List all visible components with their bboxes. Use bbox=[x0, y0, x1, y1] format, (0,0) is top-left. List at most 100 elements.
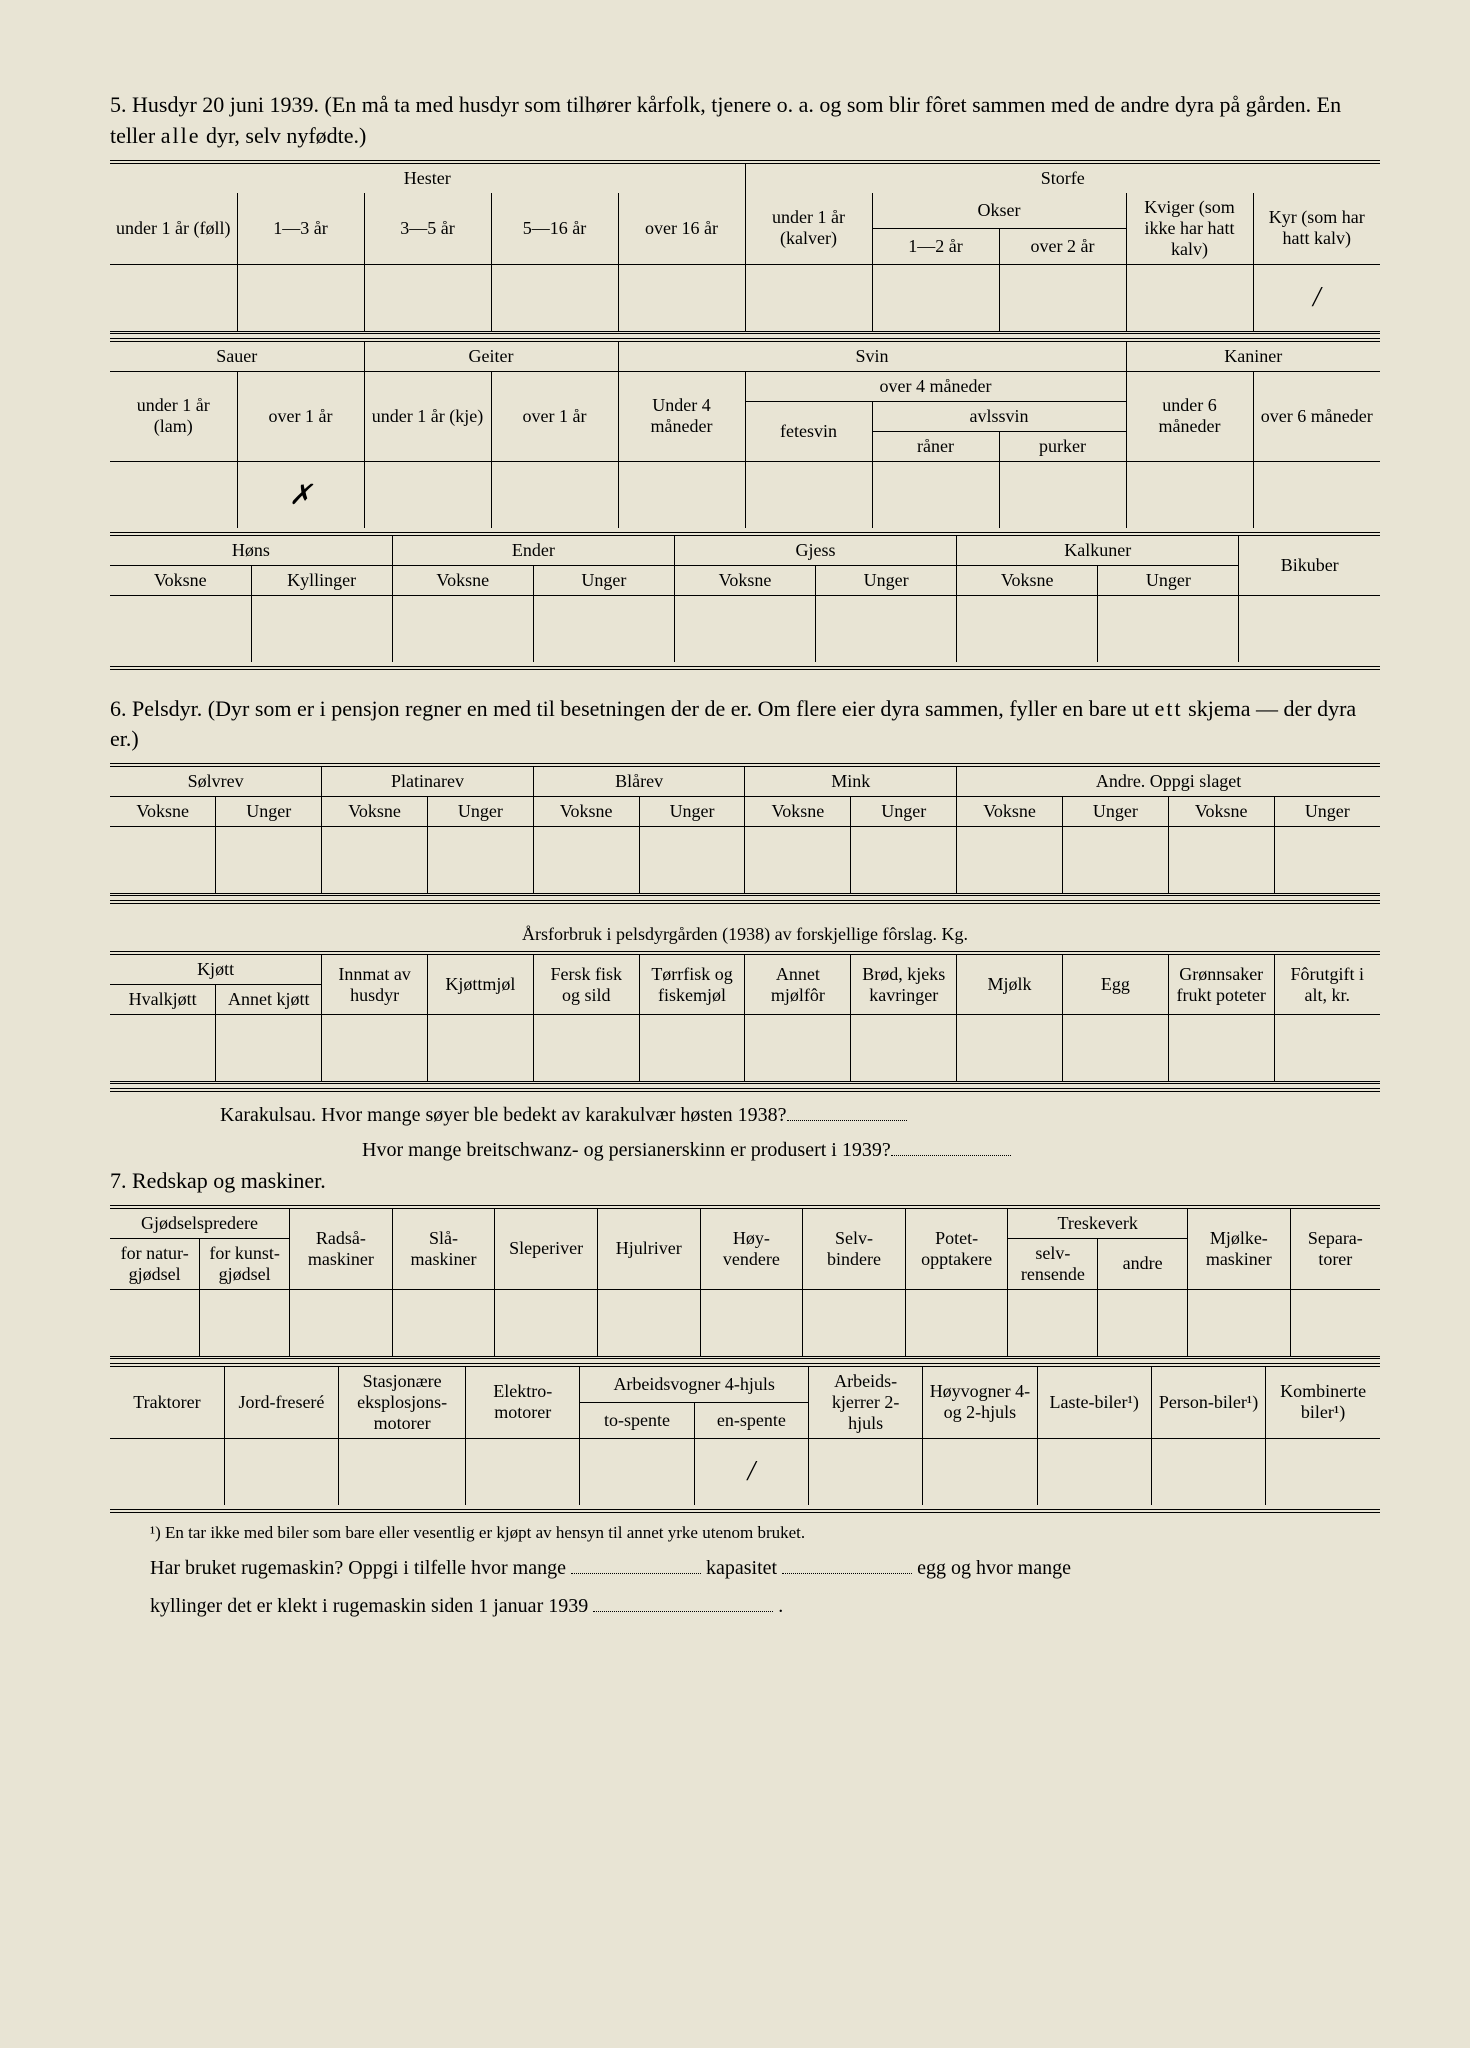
cell[interactable] bbox=[533, 595, 674, 662]
cell[interactable] bbox=[533, 1015, 639, 1083]
cell[interactable] bbox=[745, 461, 872, 528]
blank[interactable] bbox=[891, 1135, 1011, 1156]
cell[interactable] bbox=[251, 595, 392, 662]
cell[interactable] bbox=[957, 1015, 1063, 1083]
cell[interactable] bbox=[110, 595, 251, 662]
cell[interactable] bbox=[1126, 461, 1253, 528]
col-tospente: to-spente bbox=[580, 1402, 694, 1438]
cell[interactable] bbox=[1062, 827, 1168, 895]
cell[interactable] bbox=[110, 1289, 200, 1357]
blank[interactable] bbox=[787, 1100, 907, 1121]
cell[interactable] bbox=[392, 1289, 495, 1357]
cell[interactable] bbox=[745, 827, 851, 895]
cell[interactable] bbox=[466, 1438, 580, 1505]
cell-mark[interactable]: ✗ bbox=[237, 461, 364, 528]
cell[interactable] bbox=[110, 827, 216, 895]
cell[interactable] bbox=[364, 264, 491, 332]
section-6-spaced: ett bbox=[1155, 696, 1183, 721]
cell[interactable] bbox=[216, 1015, 322, 1083]
col-separa: Separa-torer bbox=[1290, 1207, 1380, 1290]
cell[interactable] bbox=[872, 264, 999, 332]
cell[interactable] bbox=[216, 827, 322, 895]
blank[interactable] bbox=[593, 1591, 773, 1612]
col-selv: Selv-bindere bbox=[803, 1207, 906, 1290]
cell[interactable] bbox=[224, 1438, 338, 1505]
cell[interactable] bbox=[618, 461, 745, 528]
cell[interactable] bbox=[200, 1289, 290, 1357]
cell[interactable] bbox=[1062, 1015, 1168, 1083]
cell[interactable] bbox=[923, 1438, 1037, 1505]
cell[interactable] bbox=[1290, 1289, 1380, 1357]
cell[interactable] bbox=[1274, 827, 1380, 895]
cell[interactable] bbox=[491, 264, 618, 332]
divider bbox=[110, 1088, 1380, 1092]
blank[interactable] bbox=[782, 1553, 912, 1574]
cell[interactable] bbox=[1151, 1438, 1265, 1505]
cell[interactable] bbox=[580, 1438, 694, 1505]
cell[interactable] bbox=[495, 1289, 598, 1357]
cell[interactable] bbox=[237, 264, 364, 332]
cell[interactable] bbox=[1168, 827, 1274, 895]
cell[interactable] bbox=[110, 461, 237, 528]
cell[interactable] bbox=[639, 827, 745, 895]
cell[interactable] bbox=[597, 1289, 700, 1357]
blank[interactable] bbox=[571, 1553, 701, 1574]
cell[interactable] bbox=[816, 595, 957, 662]
cell[interactable] bbox=[392, 595, 533, 662]
cell[interactable] bbox=[110, 1015, 216, 1083]
cell[interactable] bbox=[110, 1438, 224, 1505]
cell[interactable] bbox=[639, 1015, 745, 1083]
col-over1-sau: over 1 år bbox=[237, 371, 364, 461]
q2-b: . bbox=[778, 1595, 783, 1617]
cell[interactable] bbox=[1098, 1289, 1188, 1357]
cell[interactable] bbox=[1168, 1015, 1274, 1083]
cell[interactable] bbox=[957, 595, 1098, 662]
col-voksne: Voksne bbox=[957, 565, 1098, 595]
cell[interactable] bbox=[1253, 461, 1380, 528]
cell[interactable] bbox=[1098, 595, 1239, 662]
rugemaskin-q2: kyllinger det er klekt i rugemaskin side… bbox=[150, 1590, 1380, 1622]
col-voksne: Voksne bbox=[533, 797, 639, 827]
cell[interactable] bbox=[339, 1438, 466, 1505]
cell[interactable] bbox=[427, 1015, 533, 1083]
cell[interactable] bbox=[322, 1015, 428, 1083]
cell[interactable] bbox=[999, 264, 1126, 332]
cell[interactable] bbox=[427, 827, 533, 895]
cell[interactable] bbox=[110, 264, 237, 332]
cell[interactable] bbox=[745, 1015, 851, 1083]
q1-c: egg og hvor mange bbox=[917, 1557, 1071, 1579]
cell[interactable] bbox=[674, 595, 815, 662]
cell[interactable] bbox=[851, 827, 957, 895]
cell-mark[interactable]: / bbox=[694, 1438, 808, 1505]
q2-a: kyllinger det er klekt i rugemaskin side… bbox=[150, 1595, 588, 1617]
cell[interactable] bbox=[1188, 1289, 1291, 1357]
col-hoyv: Høyvogner 4- og 2-hjuls bbox=[923, 1367, 1037, 1439]
cell[interactable] bbox=[700, 1289, 803, 1357]
cell[interactable] bbox=[322, 827, 428, 895]
col-voksne: Voksne bbox=[674, 565, 815, 595]
cell[interactable] bbox=[533, 827, 639, 895]
cell[interactable] bbox=[1239, 595, 1380, 662]
cell[interactable] bbox=[808, 1438, 922, 1505]
col-unger: Unger bbox=[427, 797, 533, 827]
cell[interactable] bbox=[999, 461, 1126, 528]
cell[interactable] bbox=[1037, 1438, 1151, 1505]
cell[interactable] bbox=[364, 461, 491, 528]
cell[interactable] bbox=[803, 1289, 906, 1357]
cell-kyr-mark[interactable]: / bbox=[1253, 264, 1380, 332]
cell[interactable] bbox=[905, 1289, 1008, 1357]
section-5-spaced: alle bbox=[161, 123, 201, 148]
cell[interactable] bbox=[957, 827, 1063, 895]
cell[interactable] bbox=[745, 264, 872, 332]
cell[interactable] bbox=[851, 1015, 957, 1083]
cell[interactable] bbox=[491, 461, 618, 528]
andre-header: Andre. Oppgi slaget bbox=[957, 765, 1380, 797]
cell[interactable] bbox=[872, 461, 999, 528]
cell[interactable] bbox=[618, 264, 745, 332]
cell[interactable] bbox=[1274, 1015, 1380, 1083]
cell[interactable] bbox=[1126, 264, 1253, 332]
cell[interactable] bbox=[1266, 1438, 1380, 1505]
cell[interactable] bbox=[1008, 1289, 1098, 1357]
cell[interactable] bbox=[290, 1289, 393, 1357]
section-5-num: 5. bbox=[110, 92, 127, 117]
